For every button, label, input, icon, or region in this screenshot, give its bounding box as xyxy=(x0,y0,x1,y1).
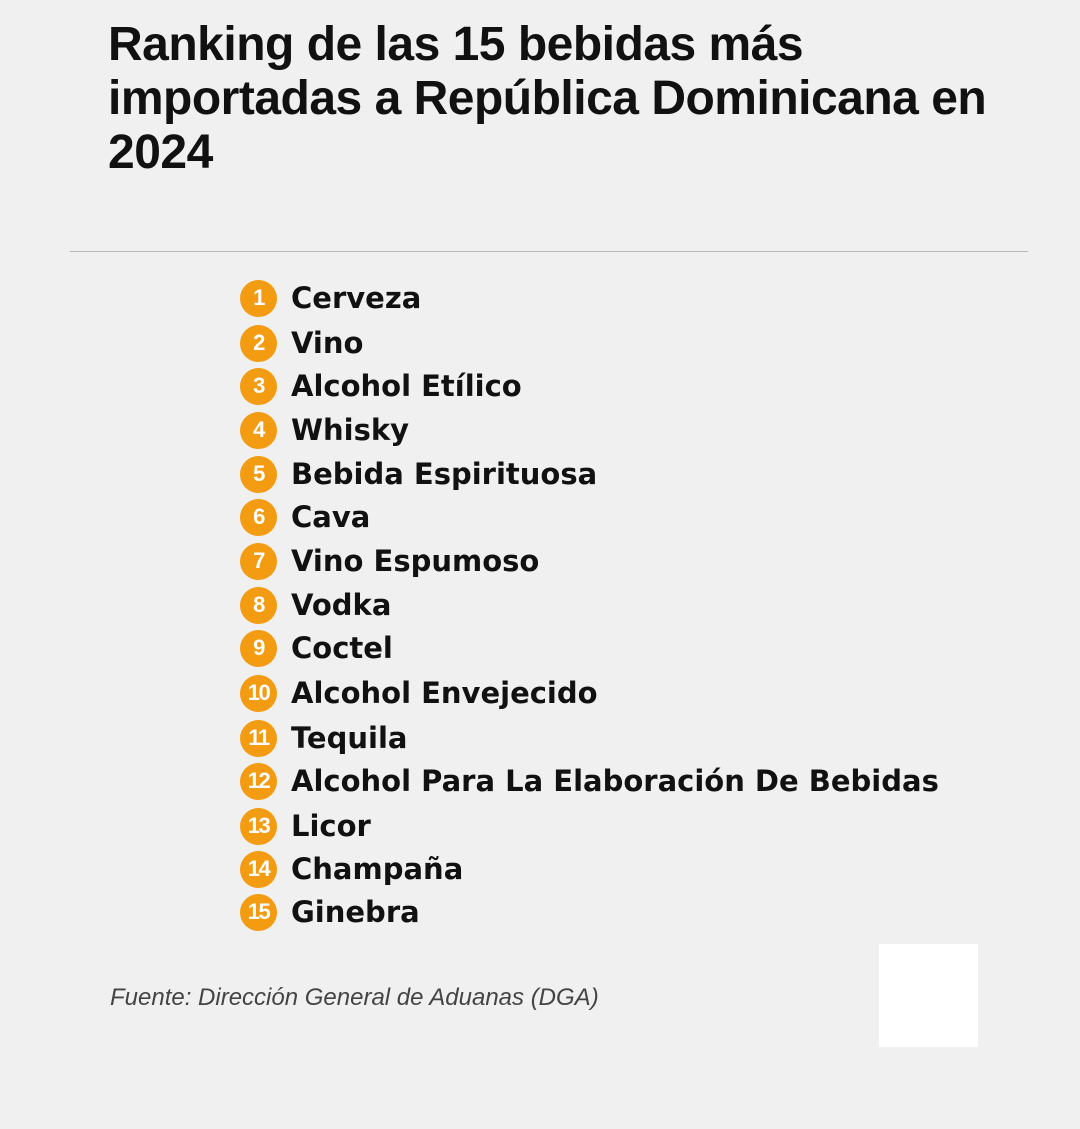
rank-number-badge: 9 xyxy=(240,629,277,667)
rank-number-badge: 1 xyxy=(240,279,277,317)
list-item: 10 Alcohol Envejecido xyxy=(240,673,598,713)
list-item: 6 Cava xyxy=(240,497,370,537)
ranking-list: 1 Cerveza 2 Vino 3 Alcohol Etílico 4 Whi… xyxy=(240,0,1020,950)
beverage-name: Coctel xyxy=(291,631,393,665)
list-item: 11 Tequila xyxy=(240,718,407,758)
beverage-name: Alcohol Envejecido xyxy=(291,676,598,710)
beverage-name: Champaña xyxy=(291,852,464,886)
beverage-name: Tequila xyxy=(291,721,408,755)
rank-number-badge: 11 xyxy=(240,719,277,757)
rank-number-badge: 5 xyxy=(240,455,277,493)
rank-number-badge: 7 xyxy=(240,542,277,580)
list-item: 8 Vodka xyxy=(240,585,391,625)
rank-number-badge: 2 xyxy=(240,324,277,362)
beverage-name: Alcohol Para La Elaboración De Bebidas xyxy=(291,764,939,798)
list-item: 14 Champaña xyxy=(240,849,463,889)
list-item: 5 Bebida Espirituosa xyxy=(240,454,597,494)
list-item: 2 Vino xyxy=(240,323,363,363)
list-item: 4 Whisky xyxy=(240,410,409,450)
list-item: 7 Vino Espumoso xyxy=(240,541,539,581)
beverage-name: Ginebra xyxy=(291,895,420,929)
beverage-name: Cava xyxy=(291,500,371,534)
rank-number-badge: 12 xyxy=(240,762,277,800)
rank-number-badge: 13 xyxy=(240,807,277,845)
rank-number-badge: 15 xyxy=(240,893,277,931)
list-item: 15 Ginebra xyxy=(240,892,420,932)
beverage-name: Licor xyxy=(291,809,371,843)
beverage-name: Vino xyxy=(291,326,364,360)
beverage-name: Whisky xyxy=(291,413,410,447)
beverage-name: Bebida Espirituosa xyxy=(291,457,598,491)
rank-number-badge: 6 xyxy=(240,498,277,536)
beverage-name: Vodka xyxy=(291,588,392,622)
list-item: 3 Alcohol Etílico xyxy=(240,366,522,406)
list-item: 1 Cerveza xyxy=(240,278,421,318)
rank-number-badge: 4 xyxy=(240,411,277,449)
list-item: 12 Alcohol Para La Elaboración De Bebida… xyxy=(240,761,939,801)
beverage-name: Cerveza xyxy=(291,281,422,315)
rank-number-badge: 10 xyxy=(240,674,277,712)
source-caption: Fuente: Dirección General de Aduanas (DG… xyxy=(110,984,599,1011)
rank-number-badge: 8 xyxy=(240,586,277,624)
beverage-name: Alcohol Etílico xyxy=(291,369,522,403)
list-item: 13 Licor xyxy=(240,806,371,846)
divider xyxy=(70,251,1028,252)
page-title: Ranking de las 15 bebidas más importadas… xyxy=(108,18,987,179)
beverage-name: Vino Espumoso xyxy=(291,544,540,578)
blank-white-box xyxy=(879,944,978,1047)
list-item: 9 Coctel xyxy=(240,628,393,668)
rank-number-badge: 3 xyxy=(240,367,277,405)
rank-number-badge: 14 xyxy=(240,850,277,888)
